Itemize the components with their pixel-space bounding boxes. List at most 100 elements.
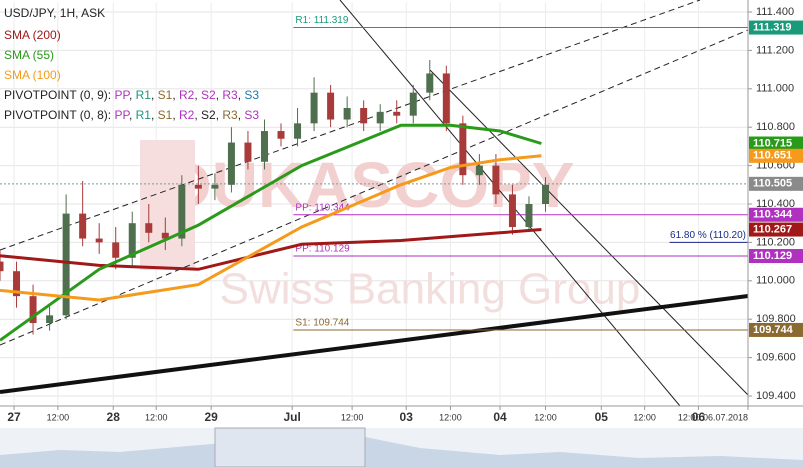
- candle-body: [294, 123, 302, 139]
- x-tick-label: 27: [7, 410, 21, 424]
- x-tick-label: 04: [493, 410, 507, 424]
- legend-text: R3: [222, 108, 238, 122]
- legend-text: ,: [172, 88, 179, 102]
- legend-text: S3: [244, 88, 259, 102]
- candle-body: [194, 184, 202, 189]
- sma-line: [0, 123, 542, 342]
- legend-text: R2: [179, 88, 195, 102]
- channel-line: [429, 69, 749, 396]
- navigator-area: [0, 433, 803, 467]
- level-label: S1: 109.744: [295, 318, 349, 329]
- x-tick-label: 12:00: [633, 412, 656, 422]
- y-tick-label: 109.400: [756, 390, 796, 402]
- x-tick-label: 12:00: [47, 412, 70, 422]
- watermark: Swiss Banking Group: [220, 265, 641, 314]
- candle-body: [260, 131, 268, 162]
- y-tick-label: 110.400: [756, 198, 795, 210]
- price-tag: [749, 176, 803, 191]
- legend-text: PP: [114, 108, 130, 122]
- level-label: PP: 110.129: [295, 244, 350, 255]
- x-tick-label: 12:00 06.07.2018: [678, 412, 748, 422]
- legend-text: SMA (200): [4, 28, 61, 42]
- candle-body: [13, 271, 21, 297]
- y-tick-label: 111.400: [756, 6, 794, 18]
- candle-body: [343, 108, 351, 120]
- legend-text: ,: [238, 108, 245, 122]
- x-tick-label: 06: [692, 410, 706, 424]
- candle-body: [525, 204, 533, 228]
- legend-entry: PIVOTPOINT (0, 8): PP, R1, S1, R2, S2, R…: [4, 108, 259, 122]
- price-tag-label: 110.344: [753, 209, 793, 221]
- x-tick-label: 12:00: [439, 412, 462, 422]
- legend-text: R1: [136, 88, 152, 102]
- legend-text: S3: [244, 108, 259, 122]
- level-label: PP: 110.344: [295, 202, 350, 213]
- candle-body: [542, 184, 550, 204]
- sma-line: [0, 228, 542, 271]
- candle-body: [161, 232, 169, 239]
- x-tick-label: 12:00: [145, 412, 168, 422]
- candle-body: [227, 142, 235, 185]
- candle-body: [79, 213, 87, 239]
- candle-body: [360, 108, 368, 124]
- legend-text: R3: [222, 88, 238, 102]
- plot: R1: 111.319 PP: 110.344 61.80 % (110.20) PP…: [0, 15, 748, 342]
- candle-body: [46, 315, 54, 324]
- legend-text: ,: [216, 88, 223, 102]
- legend-text: PP: [114, 88, 130, 102]
- y-tick-label: 111.200: [756, 44, 794, 56]
- price-tag-label: 109.744: [753, 324, 794, 336]
- x-tick-label: 29: [204, 410, 218, 424]
- navigator-window[interactable]: [214, 427, 366, 467]
- watermark-logo: [140, 140, 195, 270]
- legend-text: S1: [158, 88, 173, 102]
- level-label: R1: 111.319: [295, 15, 348, 26]
- price-tag: [749, 148, 803, 163]
- legend-entry: SMA (200): [4, 28, 61, 42]
- legend-text: S2: [201, 108, 216, 122]
- y-tick-label: 109.600: [756, 352, 796, 364]
- candle-body: [426, 73, 434, 93]
- legend-text: PIVOTPOINT (0, 8):: [4, 108, 114, 122]
- y-tick-label: 110.200: [756, 236, 795, 248]
- x-tick-label: 28: [107, 410, 121, 424]
- price-tag: [749, 20, 803, 35]
- x-tick-label: 05: [595, 410, 609, 424]
- legend-text: ,: [129, 108, 136, 122]
- price-axis: [748, 0, 803, 406]
- candle-body: [459, 123, 467, 176]
- candle-body: [128, 223, 136, 258]
- price-tag: [749, 207, 803, 222]
- legend-text: PIVOTPOINT (0, 9):: [4, 88, 114, 102]
- candle-body: [327, 92, 335, 120]
- legend-text: ,: [151, 88, 158, 102]
- candle-body: [409, 92, 417, 116]
- legend-text: SMA (55): [4, 48, 54, 62]
- candle-body: [310, 92, 318, 124]
- sma-line: [0, 154, 542, 302]
- candle-body: [178, 184, 186, 239]
- legend-text: R2: [179, 108, 195, 122]
- price-tag: [749, 136, 803, 151]
- legend-text: ,: [129, 88, 136, 102]
- x-tick-label: Jul: [284, 410, 301, 424]
- candle-body: [475, 165, 483, 176]
- channel-line: [0, 29, 749, 346]
- axes: 109.400 109.600 109.800 110.000 110.200 110.4…: [7, 6, 803, 424]
- legend-text: SMA (100): [4, 68, 61, 82]
- legend-text: S2: [201, 88, 216, 102]
- legend-text: ,: [194, 108, 201, 122]
- candle-body: [29, 296, 37, 324]
- channel-line: [0, 0, 701, 251]
- candle-body: [112, 242, 120, 258]
- legend-text: R1: [136, 108, 152, 122]
- legend-text: ,: [151, 108, 158, 122]
- candle-body: [145, 223, 153, 233]
- candle-body: [62, 213, 70, 316]
- legend-text: ,: [194, 88, 201, 102]
- legend-text: ,: [172, 108, 179, 122]
- legend: USD/JPY, 1H, ASK SMA (200) SMA (55) SMA (10…: [4, 6, 259, 122]
- price-tag-label: 110.715: [753, 137, 792, 149]
- candle-body: [244, 142, 252, 162]
- candle-body: [0, 261, 4, 272]
